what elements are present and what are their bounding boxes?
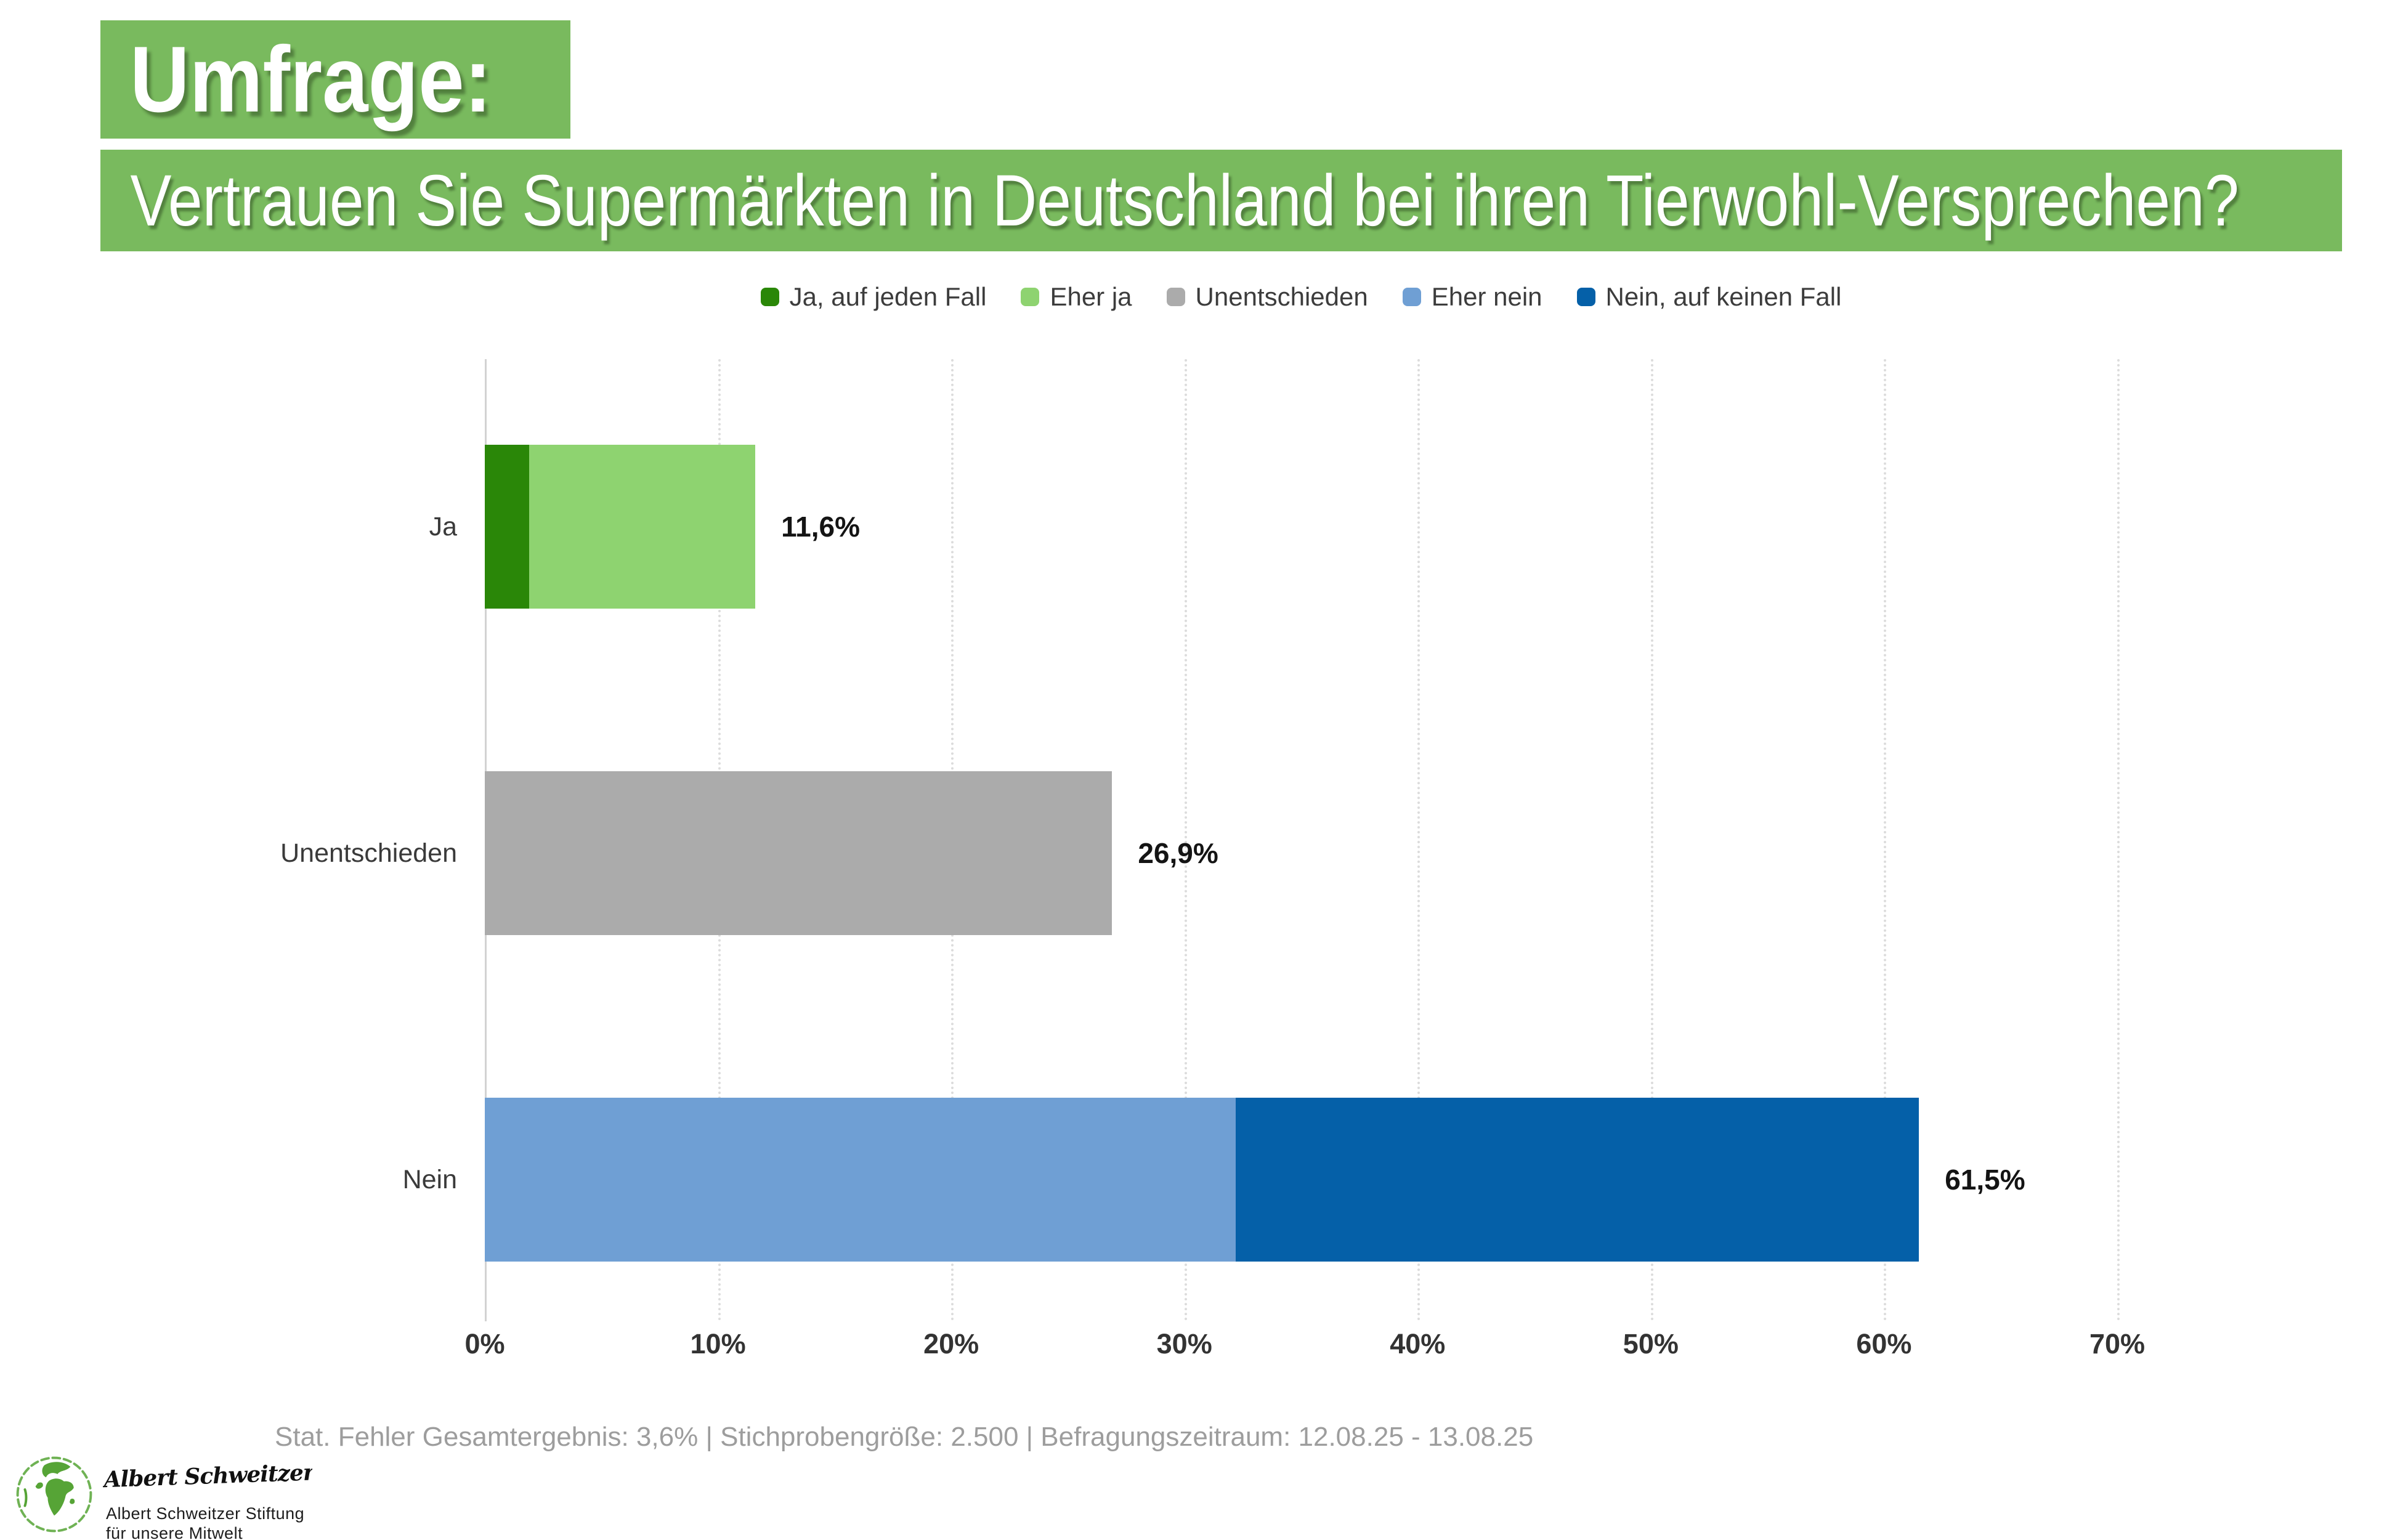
- x-tick-label: 20%: [923, 1328, 979, 1360]
- legend-item-eher-nein: Eher nein: [1402, 282, 1542, 312]
- bar-value-label: 61,5%: [1945, 1164, 2025, 1196]
- category-label-unentschieden: Unentschieden: [280, 838, 457, 868]
- legend-label: Unentschieden: [1195, 282, 1368, 311]
- category-label-ja: Ja: [429, 511, 457, 541]
- x-tick-label: 40%: [1390, 1328, 1446, 1360]
- legend-label: Nein, auf keinen Fall: [1605, 282, 1842, 311]
- gridline: [1650, 359, 1653, 1321]
- x-tick-label: 50%: [1623, 1328, 1679, 1360]
- gridline: [2117, 359, 2120, 1321]
- legend-label: Ja, auf jeden Fall: [789, 282, 987, 311]
- legend-item-unentschieden: Unentschieden: [1166, 282, 1368, 312]
- kicker-box: Umfrage:: [100, 20, 571, 139]
- gridline: [1417, 359, 1420, 1321]
- page-title: Vertrauen Sie Supermärkten in Deutschlan…: [130, 160, 2239, 241]
- gridline: [1884, 359, 1887, 1321]
- bar-segment-eher-nein: [485, 1098, 1236, 1262]
- logo-org-name: Albert Schweitzer Stiftung: [106, 1504, 305, 1523]
- legend-marker-icon: [1576, 288, 1595, 306]
- legend-marker-icon: [1402, 288, 1421, 306]
- org-logo: Albert Schweitzer Albert Schweitzer Stif…: [14, 1454, 445, 1540]
- kicker-title: Umfrage:: [130, 26, 492, 132]
- legend-marker-icon: [1166, 288, 1185, 306]
- x-tick-label: 10%: [690, 1328, 746, 1360]
- chart-legend: Ja, auf jeden Fall Eher ja Unentschieden Eh…: [485, 282, 2117, 312]
- x-tick-label: 60%: [1856, 1328, 1912, 1360]
- bar-value-label: 11,6%: [781, 511, 861, 543]
- bar-segment-ja-auf-jeden-fall: [485, 445, 529, 609]
- legend-label: Eher ja: [1050, 282, 1132, 311]
- legend-item-eher-ja: Eher ja: [1021, 282, 1132, 312]
- bar-segment-unentschieden: [485, 771, 1112, 935]
- legend-item-nein-auf-keinen-fall: Nein, auf keinen Fall: [1576, 282, 1842, 312]
- signature-text: Albert Schweitzer: [103, 1459, 312, 1493]
- legend-label: Eher nein: [1431, 282, 1542, 311]
- bar-segment-nein-auf-keinen-fall: [1236, 1098, 1919, 1262]
- x-tick-label: 30%: [1156, 1328, 1212, 1360]
- gridline: [1184, 359, 1187, 1321]
- legend-marker-icon: [1021, 288, 1040, 306]
- x-tick-label: 0%: [464, 1328, 505, 1360]
- legend-marker-icon: [760, 288, 779, 306]
- title-bar: Vertrauen Sie Supermärkten in Deutschlan…: [100, 150, 2342, 251]
- signature-glyphs: Albert Schweitzer: [103, 1459, 312, 1493]
- footer-note: Stat. Fehler Gesamtergebnis: 3,6% | Stic…: [275, 1422, 1534, 1452]
- globe-icon: [16, 1456, 92, 1533]
- bar-value-label: 26,9%: [1138, 837, 1218, 869]
- legend-item-ja-auf-jeden-fall: Ja, auf jeden Fall: [760, 282, 987, 312]
- category-label-nein: Nein: [402, 1164, 457, 1194]
- bar-segment-eher-ja: [529, 445, 756, 609]
- logo-org-tagline: für unsere Mitwelt: [106, 1524, 243, 1540]
- x-tick-label: 70%: [2089, 1328, 2146, 1360]
